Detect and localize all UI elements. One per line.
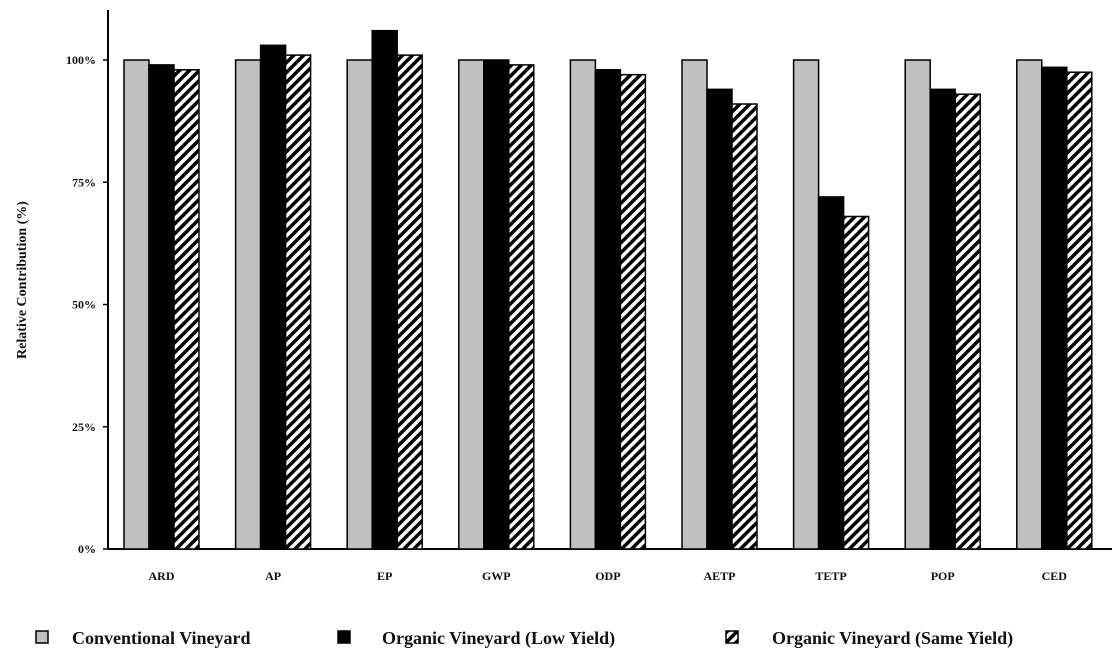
bar-odp-series-1 [569, 59, 597, 550]
x-tick-label: AETP [703, 569, 735, 583]
y-ticks: 0% 25% 50% 75% 100% [66, 53, 108, 556]
bar-aetp-series-1 [681, 59, 708, 550]
x-tick-label: CED [1042, 569, 1068, 583]
x-tick-label: EP [377, 569, 392, 583]
x-tick-label: POP [931, 569, 955, 583]
bar-tetp-series-2 [817, 196, 845, 550]
bar-ap-series-1 [234, 59, 262, 550]
bar-ep-series-2 [371, 29, 398, 550]
bar-ap-series-3 [284, 54, 312, 550]
x-ticks: ARD AP EP GWP ODP AETP TETP POP CED [149, 569, 1068, 583]
legend-swatch-1 [35, 630, 49, 644]
bar-ced-series-3 [1066, 71, 1093, 550]
x-tick-label: GWP [482, 569, 511, 583]
bar-ard-series-3 [173, 69, 200, 550]
bar-ard-series-2 [148, 64, 175, 550]
bar-ep-series-3 [396, 54, 423, 550]
y-axis-title: Relative Contribution (%) [15, 201, 30, 359]
legend-label-1: Conventional Vineyard [72, 628, 251, 648]
bar-gwp-series-2 [483, 59, 510, 550]
bar-aetp-series-2 [706, 88, 733, 550]
bar-ard-series-1 [123, 59, 150, 550]
legend-label-3: Organic Vineyard (Same Yield) [772, 628, 1013, 649]
bar-ced-series-1 [1016, 59, 1043, 550]
legend-swatch-2 [337, 630, 351, 644]
y-tick-label: 25% [72, 420, 96, 434]
bar-tetp-series-1 [792, 59, 820, 550]
bars [123, 29, 1093, 550]
bar-pop-series-2 [929, 88, 956, 550]
bar-aetp-series-3 [731, 103, 758, 550]
legend-label-2: Organic Vineyard (Low Yield) [382, 628, 615, 649]
bar-pop-series-3 [954, 93, 981, 550]
x-tick-label: AP [265, 569, 281, 583]
bar-pop-series-1 [904, 59, 931, 550]
legend: Conventional Vineyard Organic Vineyard (L… [35, 628, 1013, 649]
y-tick-label: 50% [72, 298, 96, 312]
y-tick-label: 0% [78, 542, 96, 556]
x-tick-label: ARD [149, 569, 175, 583]
y-tick-label: 100% [66, 53, 96, 67]
bar-odp-series-3 [619, 73, 647, 550]
bar-ced-series-2 [1041, 66, 1068, 550]
bar-ep-series-1 [346, 59, 373, 550]
bar-ap-series-2 [259, 44, 287, 550]
bar-gwp-series-3 [508, 64, 535, 550]
y-tick-label: 75% [72, 175, 96, 189]
legend-swatch-3 [725, 630, 739, 644]
x-tick-label: ODP [595, 569, 620, 583]
bar-odp-series-2 [594, 69, 622, 550]
bar-tetp-series-3 [842, 215, 870, 550]
bar-gwp-series-1 [458, 59, 485, 550]
x-tick-label: TETP [815, 569, 846, 583]
